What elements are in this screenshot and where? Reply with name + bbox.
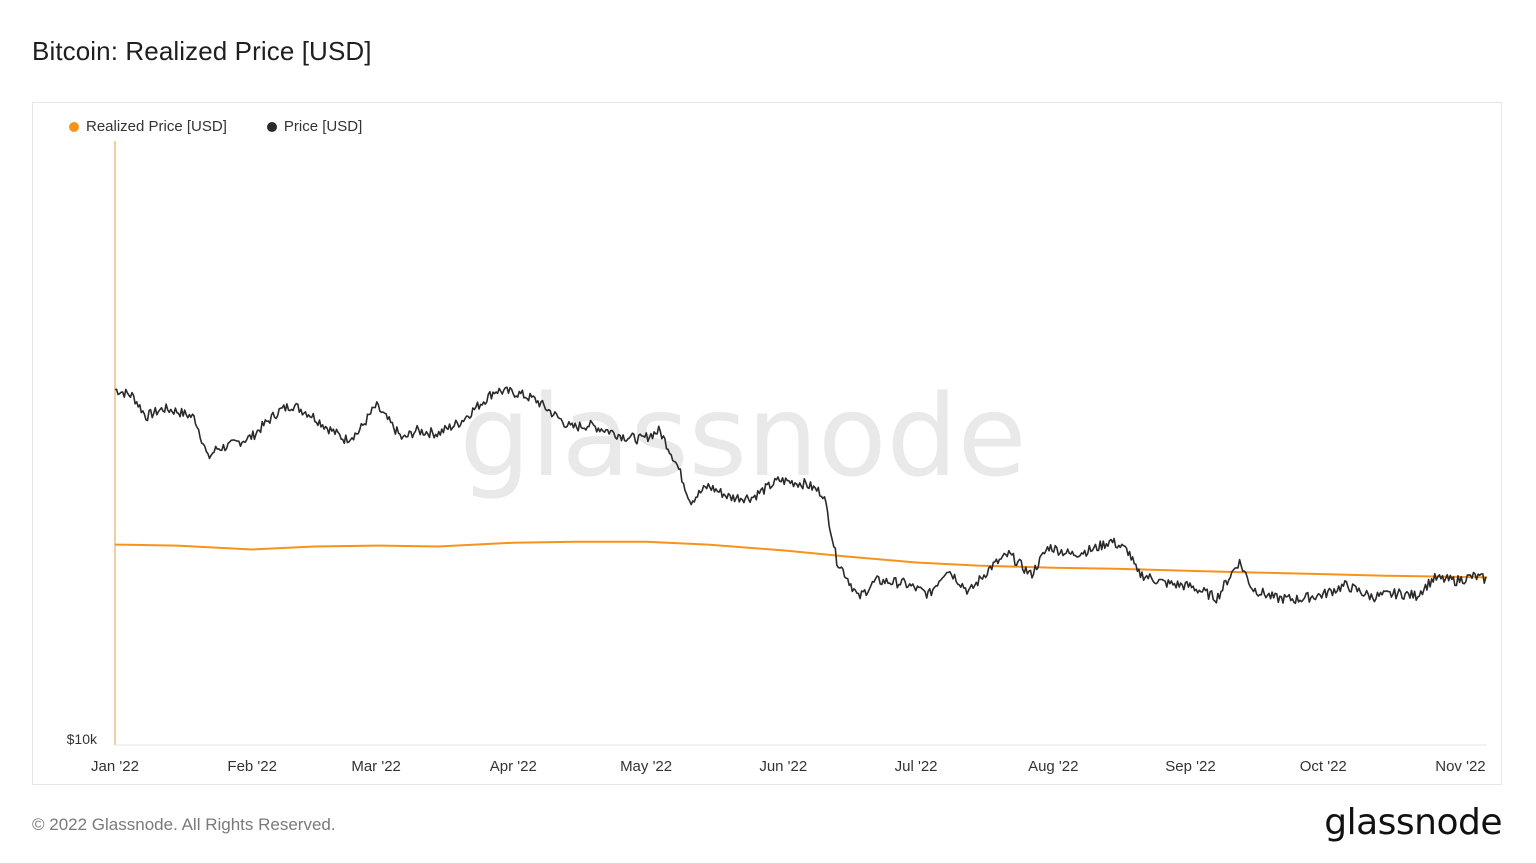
y-tick-label: $10k xyxy=(67,731,98,747)
x-tick-labels: Jan '22 Feb '22 Mar '22 Apr '22 May '22 Jun '… xyxy=(91,758,1486,775)
legend-label-realized: Realized Price [USD] xyxy=(86,118,227,135)
x-tick-label: Jul '22 xyxy=(895,758,938,775)
legend-item-price[interactable]: Price [USD] xyxy=(266,118,363,135)
x-tick-label: Feb '22 xyxy=(227,758,277,775)
x-tick-label: Mar '22 xyxy=(351,758,401,775)
chart-plot[interactable]: glassnode Jan '22 Feb '22 Mar '22 Apr '22 Ma… xyxy=(33,103,1503,786)
legend-dot-price xyxy=(266,121,277,132)
x-tick-label: Aug '22 xyxy=(1028,758,1078,775)
legend-item-realized-price[interactable]: Realized Price [USD] xyxy=(69,118,227,135)
chart-card: Realized Price [USD] Price [USD] glassno… xyxy=(32,102,1502,785)
price-line xyxy=(114,386,1487,605)
x-tick-label: Oct '22 xyxy=(1300,758,1347,775)
x-tick-label: Jan '22 xyxy=(91,758,139,775)
page-title: Bitcoin: Realized Price [USD] xyxy=(32,36,372,66)
watermark-text: glassnode xyxy=(459,372,1026,502)
x-tick-label: Apr '22 xyxy=(490,758,537,775)
y-tick-labels: $10k xyxy=(67,731,98,747)
legend-dot-realized xyxy=(69,121,79,132)
glassnode-logo[interactable]: glassnode xyxy=(1324,802,1502,843)
legend-label-price: Price [USD] xyxy=(283,118,363,135)
x-tick-label: Nov '22 xyxy=(1435,758,1485,775)
realized-price-line xyxy=(114,540,1488,579)
chart-legend: Realized Price [USD] Price [USD] xyxy=(69,118,362,135)
copyright-text: © 2022 Glassnode. All Rights Reserved. xyxy=(32,815,336,834)
x-tick-label: Jun '22 xyxy=(759,758,807,775)
x-tick-label: Sep '22 xyxy=(1165,758,1215,775)
x-tick-label: May '22 xyxy=(620,758,672,775)
